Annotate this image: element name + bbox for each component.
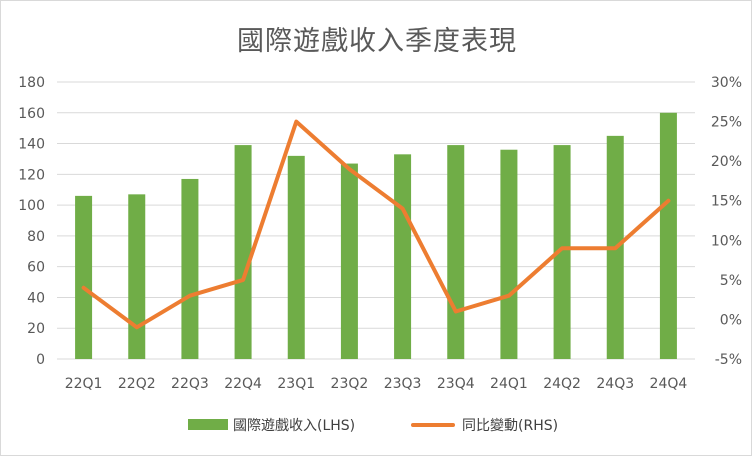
- x-tick-label: 22Q2: [118, 376, 156, 392]
- x-tick-label: 22Q1: [65, 376, 103, 392]
- x-tick-label: 23Q4: [437, 376, 475, 392]
- legend-swatch-bar: [188, 419, 228, 430]
- left-axis-tick-label: 40: [27, 290, 45, 306]
- x-tick-label: 24Q2: [543, 376, 581, 392]
- legend-label-line: 同比變動(RHS): [462, 418, 558, 434]
- left-axis-tick-label: 60: [27, 260, 45, 276]
- right-axis-tick-label: 20%: [711, 154, 742, 170]
- left-axis-tick-label: 20: [27, 321, 45, 337]
- x-tick-label: 23Q2: [331, 376, 369, 392]
- right-axis-tick-label: 0%: [720, 312, 742, 328]
- bar-22Q3: [181, 178, 199, 359]
- bar-23Q4: [447, 145, 465, 359]
- bar-23Q2: [340, 163, 358, 359]
- x-tick-label: 24Q1: [490, 376, 528, 392]
- line-point-24Q4: [666, 199, 670, 203]
- line-point-24Q2: [560, 246, 564, 250]
- line-point-22Q3: [188, 294, 192, 298]
- left-axis-tick-label: 0: [36, 352, 45, 368]
- bar-24Q1: [500, 149, 518, 359]
- left-axis-tick-label: 80: [27, 229, 45, 245]
- bar-23Q3: [394, 154, 412, 359]
- line-point-23Q1: [294, 120, 298, 124]
- left-axis-tick-label: 180: [18, 75, 45, 91]
- right-axis-tick-label: -5%: [715, 352, 742, 368]
- line-point-23Q4: [454, 310, 458, 314]
- line-point-24Q3: [613, 246, 617, 250]
- x-tick-label: 24Q4: [650, 376, 688, 392]
- bar-22Q1: [75, 195, 93, 359]
- line-point-23Q2: [347, 167, 351, 171]
- bar-23Q1: [287, 155, 305, 359]
- right-axis-tick-label: 25%: [711, 115, 742, 131]
- bar-24Q4: [659, 112, 677, 360]
- bar-22Q2: [128, 194, 146, 359]
- x-tick-label: 23Q3: [384, 376, 422, 392]
- left-axis-tick-label: 160: [18, 106, 45, 122]
- left-axis-tick-label: 140: [18, 137, 45, 153]
- bar-22Q4: [234, 145, 252, 359]
- bar-24Q2: [553, 145, 571, 359]
- line-series-yoy: [81, 119, 671, 330]
- x-tick-label: 23Q1: [277, 376, 315, 392]
- right-axis-tick-label: 10%: [711, 233, 742, 249]
- x-tick-label: 22Q3: [171, 376, 209, 392]
- right-axis-tick-label: 5%: [720, 273, 742, 289]
- line-point-24Q1: [507, 294, 511, 298]
- line-point-22Q1: [82, 286, 86, 290]
- right-axis-tick-label: 15%: [711, 194, 742, 210]
- left-axis-tick-label: 100: [18, 198, 45, 214]
- chart-title: 國際遊戲收入季度表現: [237, 26, 517, 57]
- line-point-22Q4: [241, 278, 245, 282]
- line-point-23Q3: [401, 207, 405, 211]
- left-axis-tick-label: 120: [18, 167, 45, 183]
- line-point-22Q2: [135, 325, 139, 329]
- legend-label-bar: 國際遊戲收入(LHS): [233, 418, 355, 434]
- x-tick-label: 22Q4: [224, 376, 262, 392]
- right-axis-tick-label: 30%: [711, 75, 742, 91]
- x-tick-label: 24Q3: [596, 376, 634, 392]
